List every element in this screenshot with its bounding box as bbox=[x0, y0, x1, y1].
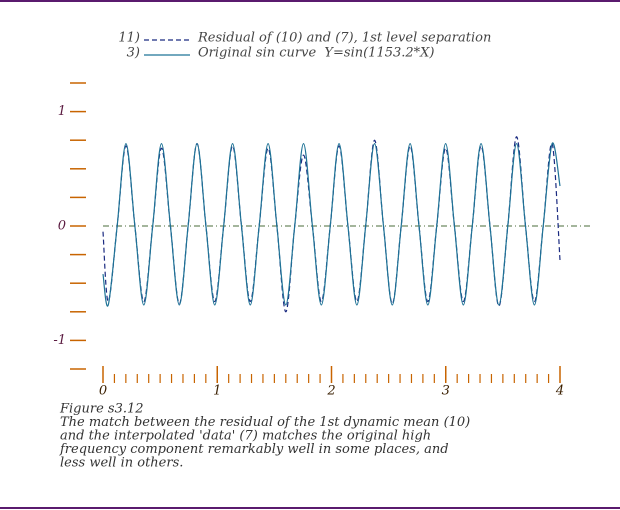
x-tick-label: 3 bbox=[442, 384, 450, 399]
series-line bbox=[102, 142, 561, 307]
legend-id: 3) bbox=[127, 46, 140, 61]
x-tick-label: 1 bbox=[213, 384, 221, 399]
y-tick-label: 0 bbox=[58, 219, 66, 234]
series-line bbox=[102, 136, 561, 313]
legend-id: 11) bbox=[118, 31, 140, 46]
legend-label: Residual of (10) and (7), 1st level sepa… bbox=[197, 31, 491, 46]
x-tick-label: 4 bbox=[555, 384, 564, 399]
x-tick-label: 0 bbox=[99, 384, 107, 399]
caption-line: The match between the residual of the 1s… bbox=[60, 415, 470, 430]
caption-line: and the interpolated 'data' (7) matches … bbox=[60, 429, 431, 444]
caption-line: Figure s3.12 bbox=[59, 402, 144, 417]
caption-line: frequency component remarkably well in s… bbox=[59, 442, 449, 457]
caption-line: less well in others. bbox=[60, 456, 183, 471]
legend-label: Original sin curve Y=sin(1153.2*X) bbox=[198, 46, 435, 61]
y-tick-label: 1 bbox=[58, 104, 66, 119]
x-tick-label: 2 bbox=[326, 384, 335, 399]
y-tick-label: -1 bbox=[53, 333, 66, 348]
